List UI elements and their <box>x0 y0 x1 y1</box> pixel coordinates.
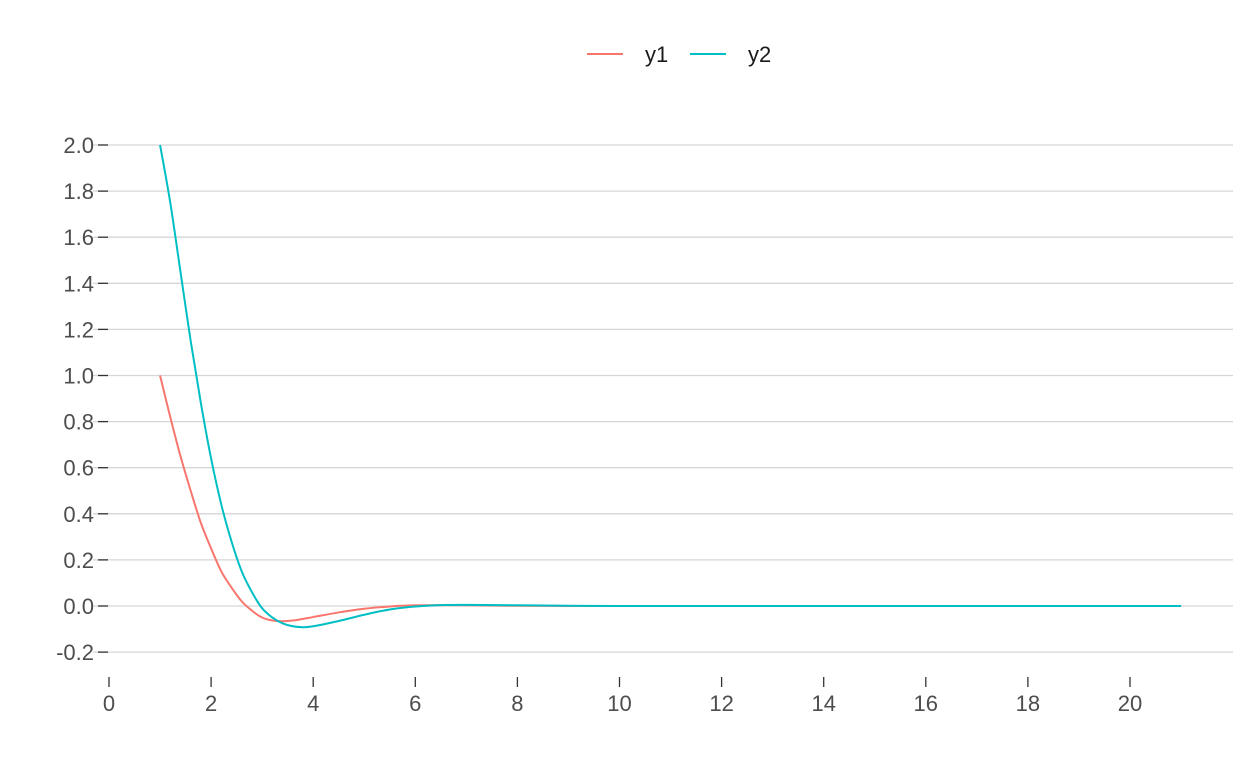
y-tick-label: 1.2 <box>63 317 94 342</box>
x-tick-label: 16 <box>914 691 938 716</box>
legend-label-y2: y2 <box>748 42 771 67</box>
x-tick-label: 2 <box>205 691 217 716</box>
x-tick-label: 20 <box>1118 691 1142 716</box>
y-tick-label: 1.0 <box>63 364 94 389</box>
y-tick-label: 0.6 <box>63 456 94 481</box>
x-tick-label: 18 <box>1016 691 1040 716</box>
series-line-y1 <box>159 375 1182 623</box>
legend-label-y1: y1 <box>645 42 668 67</box>
x-tick-label: 0 <box>103 691 115 716</box>
y-tick-label: 0.8 <box>63 410 94 435</box>
y-axis: -0.2 0.0 0.2 0.4 0.6 0.8 1.0 1.2 1.4 1.6 1.8 2.0 <box>56 133 108 665</box>
x-axis: 0 2 4 6 8 10 12 14 16 18 20 <box>103 677 1142 716</box>
y-tick-label: 0.2 <box>63 548 94 573</box>
x-tick-label: 10 <box>607 691 631 716</box>
y-tick-label: 0.4 <box>63 502 94 527</box>
series-lines <box>159 144 1182 629</box>
series-line-y2 <box>159 144 1182 629</box>
x-tick-label: 12 <box>709 691 733 716</box>
y-tick-label: 1.4 <box>63 271 94 296</box>
y-tick-label: 1.8 <box>63 179 94 204</box>
y-tick-label: 2.0 <box>63 133 94 158</box>
y-tick-label: 0.0 <box>63 594 94 619</box>
x-tick-label: 4 <box>307 691 319 716</box>
x-tick-label: 8 <box>511 691 523 716</box>
y-tick-label: 1.6 <box>63 225 94 250</box>
x-tick-label: 6 <box>409 691 421 716</box>
x-tick-label: 14 <box>811 691 835 716</box>
y-tick-label: -0.2 <box>56 640 94 665</box>
legend: y1 y2 <box>587 42 771 67</box>
grid-lines <box>93 144 1233 653</box>
